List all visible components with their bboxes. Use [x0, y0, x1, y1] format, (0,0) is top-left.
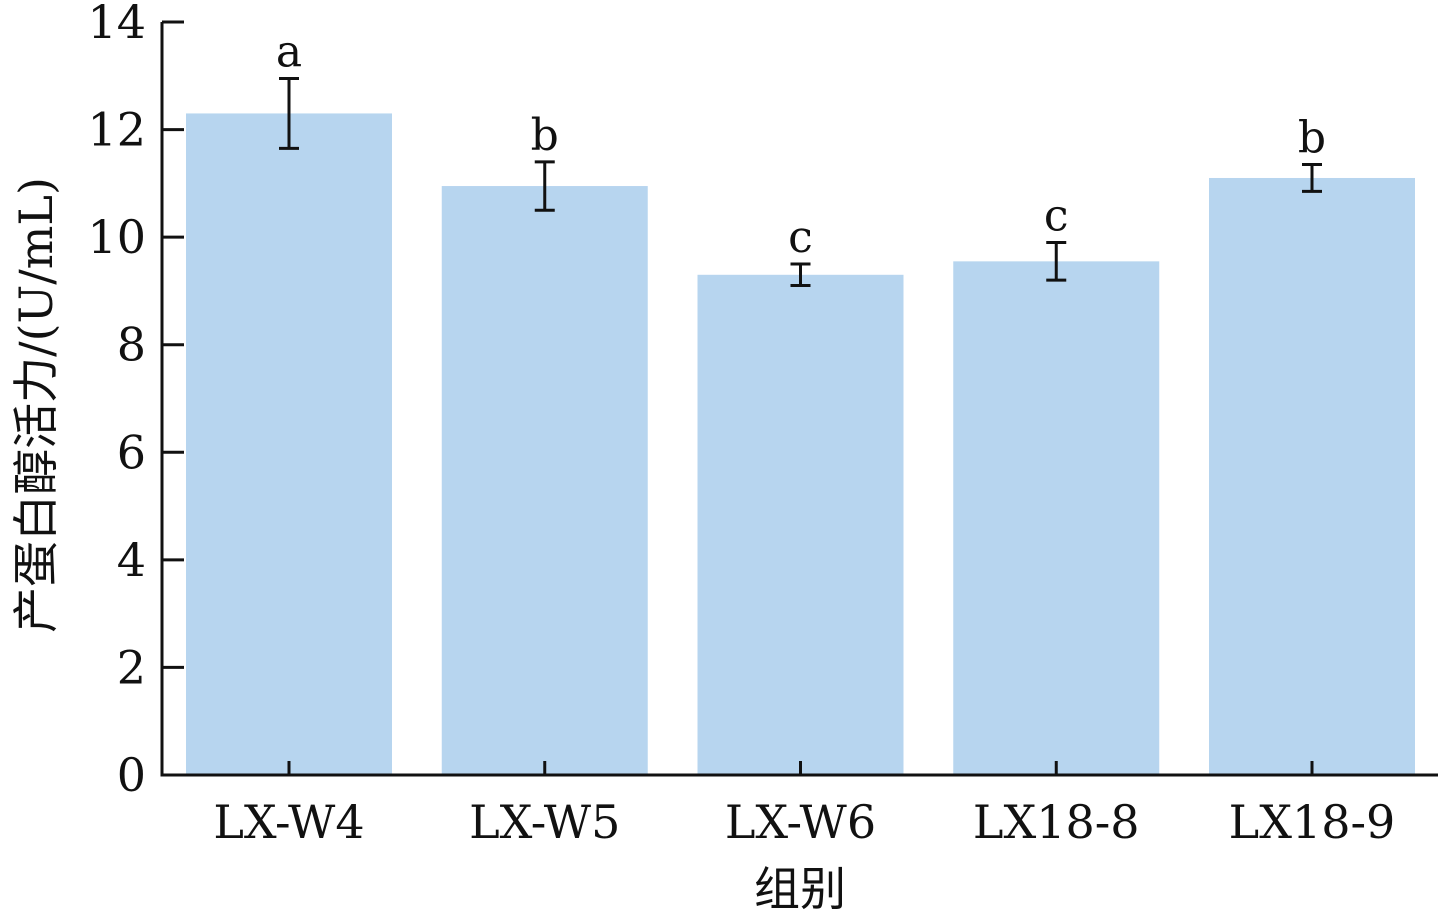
significance-label: a: [276, 26, 302, 77]
y-tick-label: 12: [87, 103, 146, 157]
x-tick-label: LX-W6: [725, 795, 876, 849]
bar: [186, 113, 392, 775]
y-tick-label: 8: [117, 318, 146, 372]
x-axis-title: 组别: [754, 862, 846, 916]
axes-layer: LX-W4 LX-W5 LX-W6 LX18-8 LX18-9 0 2 4 6 8 10 12 14: [87, 0, 1438, 849]
x-tick-label: LX-W5: [469, 795, 620, 849]
y-tick-label: 0: [117, 748, 146, 802]
y-tick-label: 4: [117, 533, 146, 587]
y-tick-label: 6: [117, 425, 146, 479]
bars-layer: [186, 113, 1415, 775]
significance-label: c: [1044, 191, 1069, 242]
x-tick-label: LX-W4: [213, 795, 364, 849]
bar: [697, 274, 904, 775]
significance-label: c: [788, 212, 813, 263]
y-tick-label: 2: [117, 640, 146, 694]
significance-labels-layer: a b c c b: [276, 26, 1326, 263]
bar: [1209, 177, 1415, 775]
significance-label: b: [531, 110, 559, 161]
x-tick-label: LX18-8: [973, 795, 1140, 849]
y-tick-label: 14: [87, 0, 146, 49]
y-tick-label: 10: [87, 210, 146, 264]
bar: [953, 261, 1160, 775]
error-bars-layer: [279, 76, 1322, 288]
x-tick-label: LX18-9: [1229, 795, 1396, 849]
bar: [441, 186, 648, 775]
significance-label: b: [1298, 113, 1326, 164]
y-axis-title: 产蛋白醇活力/(U/mL): [9, 177, 63, 633]
